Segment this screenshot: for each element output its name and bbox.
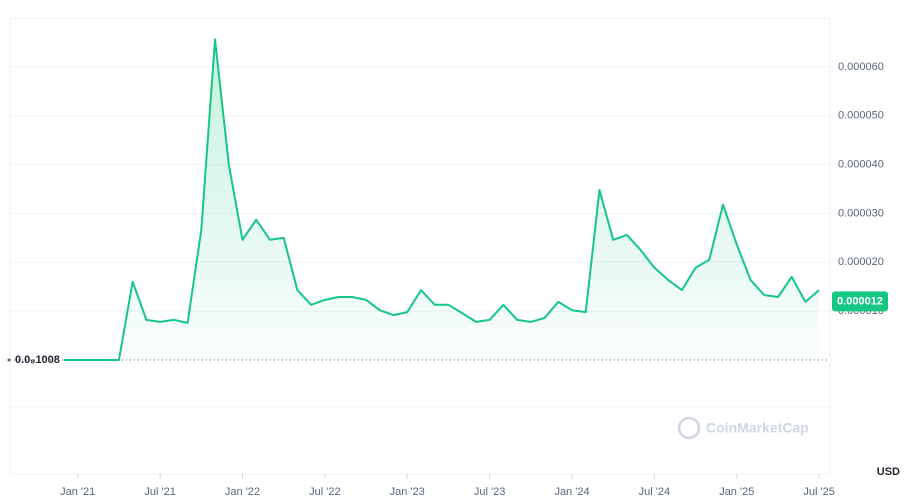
- y-tick-label: 0.000030: [838, 207, 884, 219]
- x-tick-label: Jul '23: [474, 486, 505, 498]
- x-tick-label: Jan '23: [390, 486, 425, 498]
- y-tick-label: 0.000040: [838, 158, 884, 170]
- plot-frame: [9, 17, 831, 475]
- y-tick-label: 0.000020: [838, 256, 884, 268]
- start-price-label: 0.0₈1008: [15, 354, 60, 366]
- x-tick-label: Jan '21: [60, 486, 95, 498]
- price-area: [64, 39, 820, 360]
- start-dot: [7, 358, 11, 362]
- y-tick-label: 0.000060: [838, 61, 884, 73]
- x-tick-label: Jul '21: [144, 486, 175, 498]
- watermark-text: CoinMarketCap: [706, 420, 809, 436]
- watermark: CoinMarketCap: [677, 416, 809, 440]
- y-tick-label: 0.000050: [838, 110, 884, 122]
- x-tick-label: Jan '22: [225, 486, 260, 498]
- x-tick-label: Jul '25: [803, 486, 834, 498]
- last-price-badge: [832, 291, 888, 312]
- price-line: [64, 38, 820, 361]
- x-tick-label: Jul '24: [639, 486, 670, 498]
- x-tick-label: Jan '24: [554, 486, 589, 498]
- x-tick-label: Jul '22: [309, 486, 340, 498]
- currency-label: USD: [877, 466, 900, 478]
- x-tick-label: Jan '25: [719, 486, 754, 498]
- last-price-label: 0.000012: [837, 295, 883, 307]
